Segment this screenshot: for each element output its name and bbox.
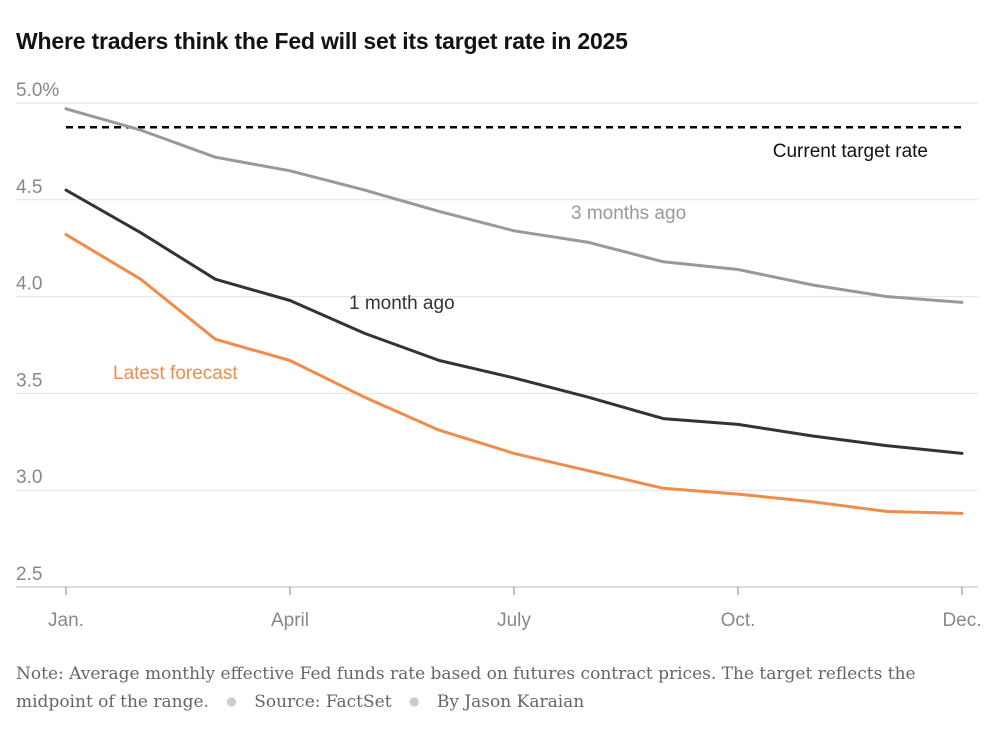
one-month-ago-label: 1 month ago	[349, 293, 455, 314]
separator-dot: ●	[408, 694, 420, 708]
source-text: Source: FactSet	[254, 692, 392, 712]
x-tick-label: April	[271, 610, 309, 631]
latest-forecast-label: Latest forecast	[113, 363, 238, 384]
x-tick-label: Dec.	[942, 610, 981, 631]
series-line-latest-forecast	[64, 233, 964, 515]
x-tick-label: Oct.	[721, 610, 756, 631]
y-tick-label: 2.5	[16, 564, 42, 585]
chart-title: Where traders think the Fed will set its…	[16, 28, 628, 54]
x-tick-label: Jan.	[48, 610, 84, 631]
footnote: Note: Average monthly effective Fed fund…	[16, 661, 991, 716]
series-lines	[64, 107, 964, 515]
three-months-ago-label: 3 months ago	[571, 203, 686, 224]
current-target-rate-label: Current target rate	[773, 141, 928, 162]
y-tick-label: 5.0%	[16, 80, 59, 101]
line-chart: 2.5 3.0 3.5 4.0 4.5 5.0% Jan. April July Oct. Dec…	[16, 80, 982, 631]
y-tick-label: 4.5	[16, 177, 42, 198]
y-tick-label: 4.0	[16, 274, 42, 295]
byline: By Jason Karaian	[436, 692, 585, 712]
series-line-1-month-ago	[64, 188, 964, 455]
y-tick-label: 3.0	[16, 467, 42, 488]
grid	[16, 102, 978, 588]
note-text: Note: Average monthly effective Fed fund…	[16, 664, 916, 712]
y-tick-label: 3.5	[16, 370, 42, 391]
y-axis: 2.5 3.0 3.5 4.0 4.5 5.0%	[16, 80, 59, 585]
x-tick-label: July	[497, 610, 531, 631]
separator-dot: ●	[226, 694, 237, 708]
x-axis: Jan. April July Oct. Dec.	[48, 587, 982, 631]
series-line-3-months-ago	[64, 107, 964, 304]
